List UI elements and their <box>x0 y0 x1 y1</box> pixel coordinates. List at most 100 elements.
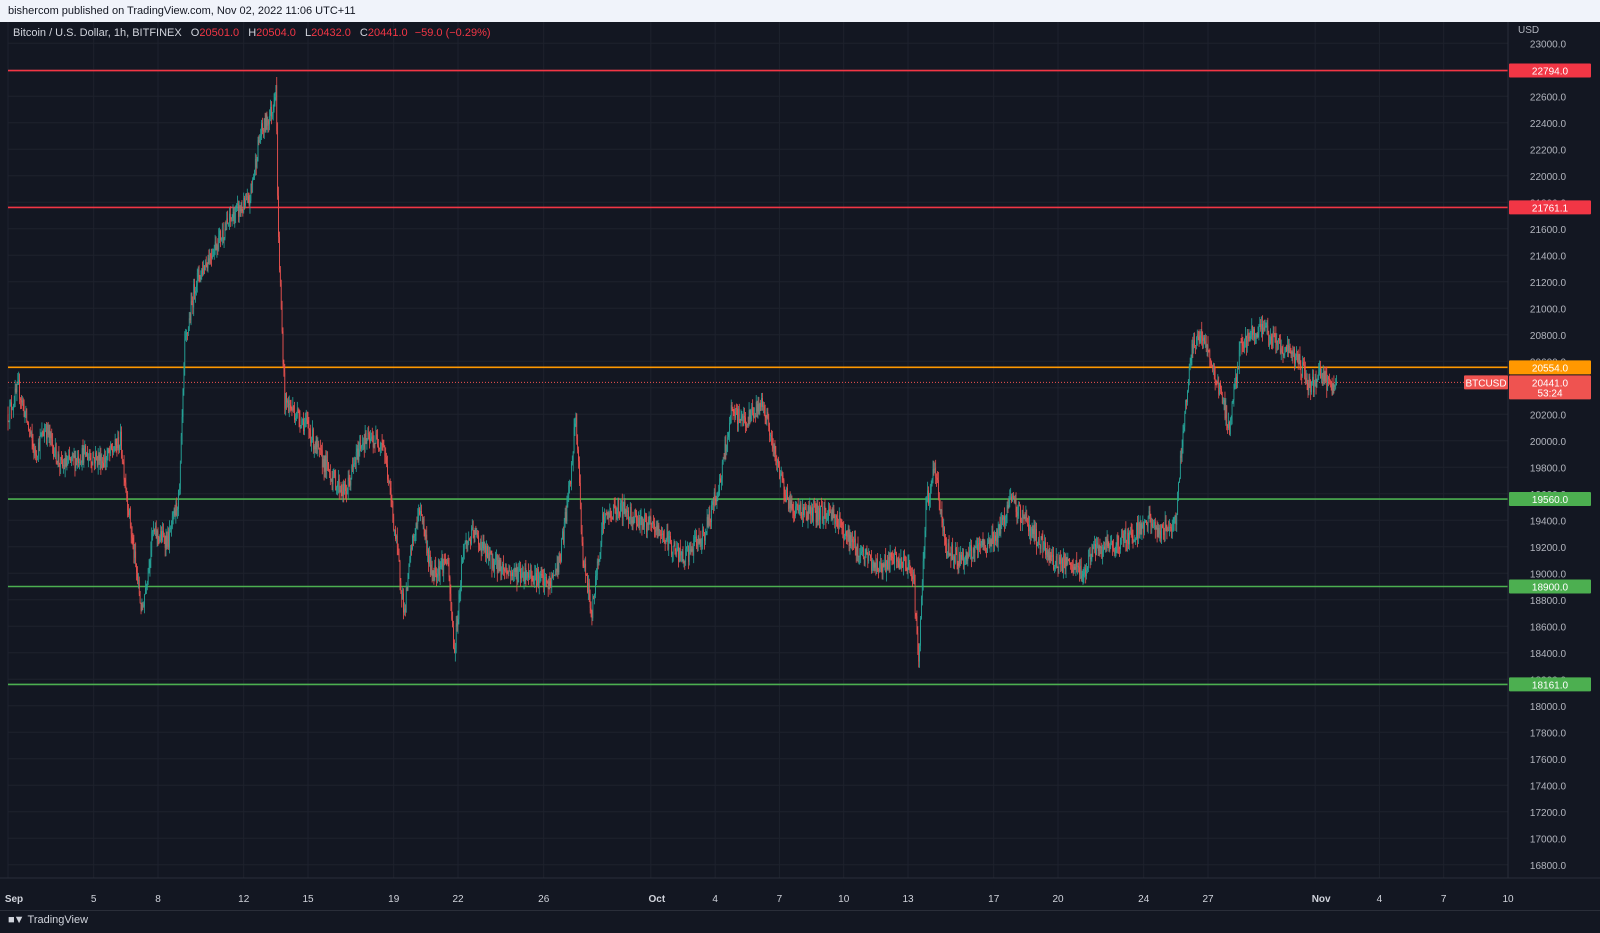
candle-body <box>44 430 45 437</box>
candle-body <box>748 410 750 425</box>
candle-body <box>71 453 73 457</box>
candle-body <box>57 454 59 463</box>
candle-body <box>350 477 352 486</box>
y-tick-label: 23000.0 <box>1530 39 1567 50</box>
candle-body <box>570 481 571 484</box>
candle-body <box>60 457 62 467</box>
candle-body <box>569 481 570 486</box>
candle-body <box>812 507 813 521</box>
candle-body <box>1150 515 1152 527</box>
candle-body <box>79 462 80 464</box>
candle-body <box>439 566 441 576</box>
candle-body <box>627 510 628 513</box>
candle-body <box>1244 339 1245 349</box>
candle-body <box>531 577 533 579</box>
candle-body <box>420 510 421 515</box>
candle-body <box>935 467 937 478</box>
candle-body <box>225 228 227 230</box>
candle-body <box>663 537 665 541</box>
candle-body <box>1262 324 1263 334</box>
candle-body <box>48 430 50 435</box>
candle-body <box>876 559 878 574</box>
candle-body <box>731 405 733 410</box>
candle-body <box>1047 551 1049 558</box>
candle-body <box>36 454 37 457</box>
time-axis[interactable]: Sep 5 8 12 15 19 22 26 Oct 4 7 10 13 17 20 24 27 Nov 4 7 10 <box>0 877 1600 905</box>
candle-body <box>428 549 429 564</box>
candle-body <box>211 256 212 258</box>
candle-body <box>461 563 462 584</box>
candle-body <box>881 564 883 572</box>
candle-body <box>178 489 179 509</box>
candle-body <box>699 538 701 544</box>
candle-body <box>1306 377 1308 384</box>
candle-body <box>905 565 907 568</box>
candle-body <box>825 509 827 521</box>
candle-body <box>1045 542 1046 555</box>
candle-body <box>704 533 706 541</box>
candle-body <box>577 438 578 450</box>
candle-body <box>1148 511 1150 517</box>
candle-body <box>364 432 366 449</box>
candle-body <box>793 509 795 516</box>
candle-body <box>1285 346 1287 350</box>
candle-body <box>1176 514 1178 525</box>
candle-body <box>685 548 687 563</box>
candle-body <box>764 411 766 416</box>
candle-body <box>382 443 384 445</box>
candle-body <box>1326 373 1328 390</box>
candle-body <box>17 381 19 385</box>
axis-unit-label: USD <box>1518 25 1539 36</box>
candle-body <box>322 459 324 468</box>
candle-body <box>1255 333 1257 336</box>
candle-body <box>720 478 721 483</box>
candle-body <box>688 551 690 562</box>
candle-body <box>754 416 755 418</box>
candle-body <box>220 230 221 241</box>
candle-body <box>606 514 608 515</box>
candle-body <box>454 648 456 653</box>
tradingview-logo[interactable]: ■▼ TradingView <box>8 914 88 926</box>
candle-body <box>272 110 274 113</box>
candle-body <box>1013 495 1014 499</box>
candle-body <box>1034 524 1036 541</box>
candle-body <box>1014 499 1016 503</box>
candle-body <box>892 557 894 560</box>
candle-body <box>860 553 862 556</box>
candle-body <box>810 506 812 516</box>
candle-body <box>1114 552 1116 554</box>
candle-body <box>1041 536 1043 539</box>
candle-body <box>318 443 320 448</box>
candle-body <box>656 525 658 531</box>
candle-body <box>799 503 801 510</box>
candle-body <box>1015 499 1017 512</box>
high-label: H <box>248 27 257 39</box>
candle-body <box>419 508 420 515</box>
candle-body <box>509 570 511 572</box>
candle-body <box>604 513 606 518</box>
candle-body <box>484 545 486 550</box>
candle-body <box>957 563 959 566</box>
candle-body <box>777 459 778 463</box>
candle-body <box>749 410 751 420</box>
price-chart[interactable]: 16800.017000.017200.017400.017600.017800… <box>0 22 1600 910</box>
candle-body <box>898 560 900 569</box>
candle-body <box>238 205 240 217</box>
candle-body <box>601 529 603 543</box>
candle-body <box>1099 546 1101 548</box>
candle-body <box>1335 385 1337 387</box>
symbol-description[interactable]: Bitcoin / U.S. Dollar, 1h, BITFINEX <box>13 27 182 39</box>
candle-body <box>290 405 292 409</box>
price-axis[interactable]: 16800.017000.017200.017400.017600.017800… <box>1507 22 1600 910</box>
candle-body <box>34 448 36 456</box>
candle-body <box>1195 345 1196 346</box>
candle-body <box>37 455 38 457</box>
candle-body <box>105 460 107 463</box>
candle-body <box>1065 557 1067 569</box>
candle-body <box>709 510 711 521</box>
candle-body <box>1292 351 1294 357</box>
candle-body <box>821 505 822 507</box>
candle-body <box>1068 559 1070 561</box>
candle-body <box>307 420 309 424</box>
candle-body <box>412 535 413 550</box>
